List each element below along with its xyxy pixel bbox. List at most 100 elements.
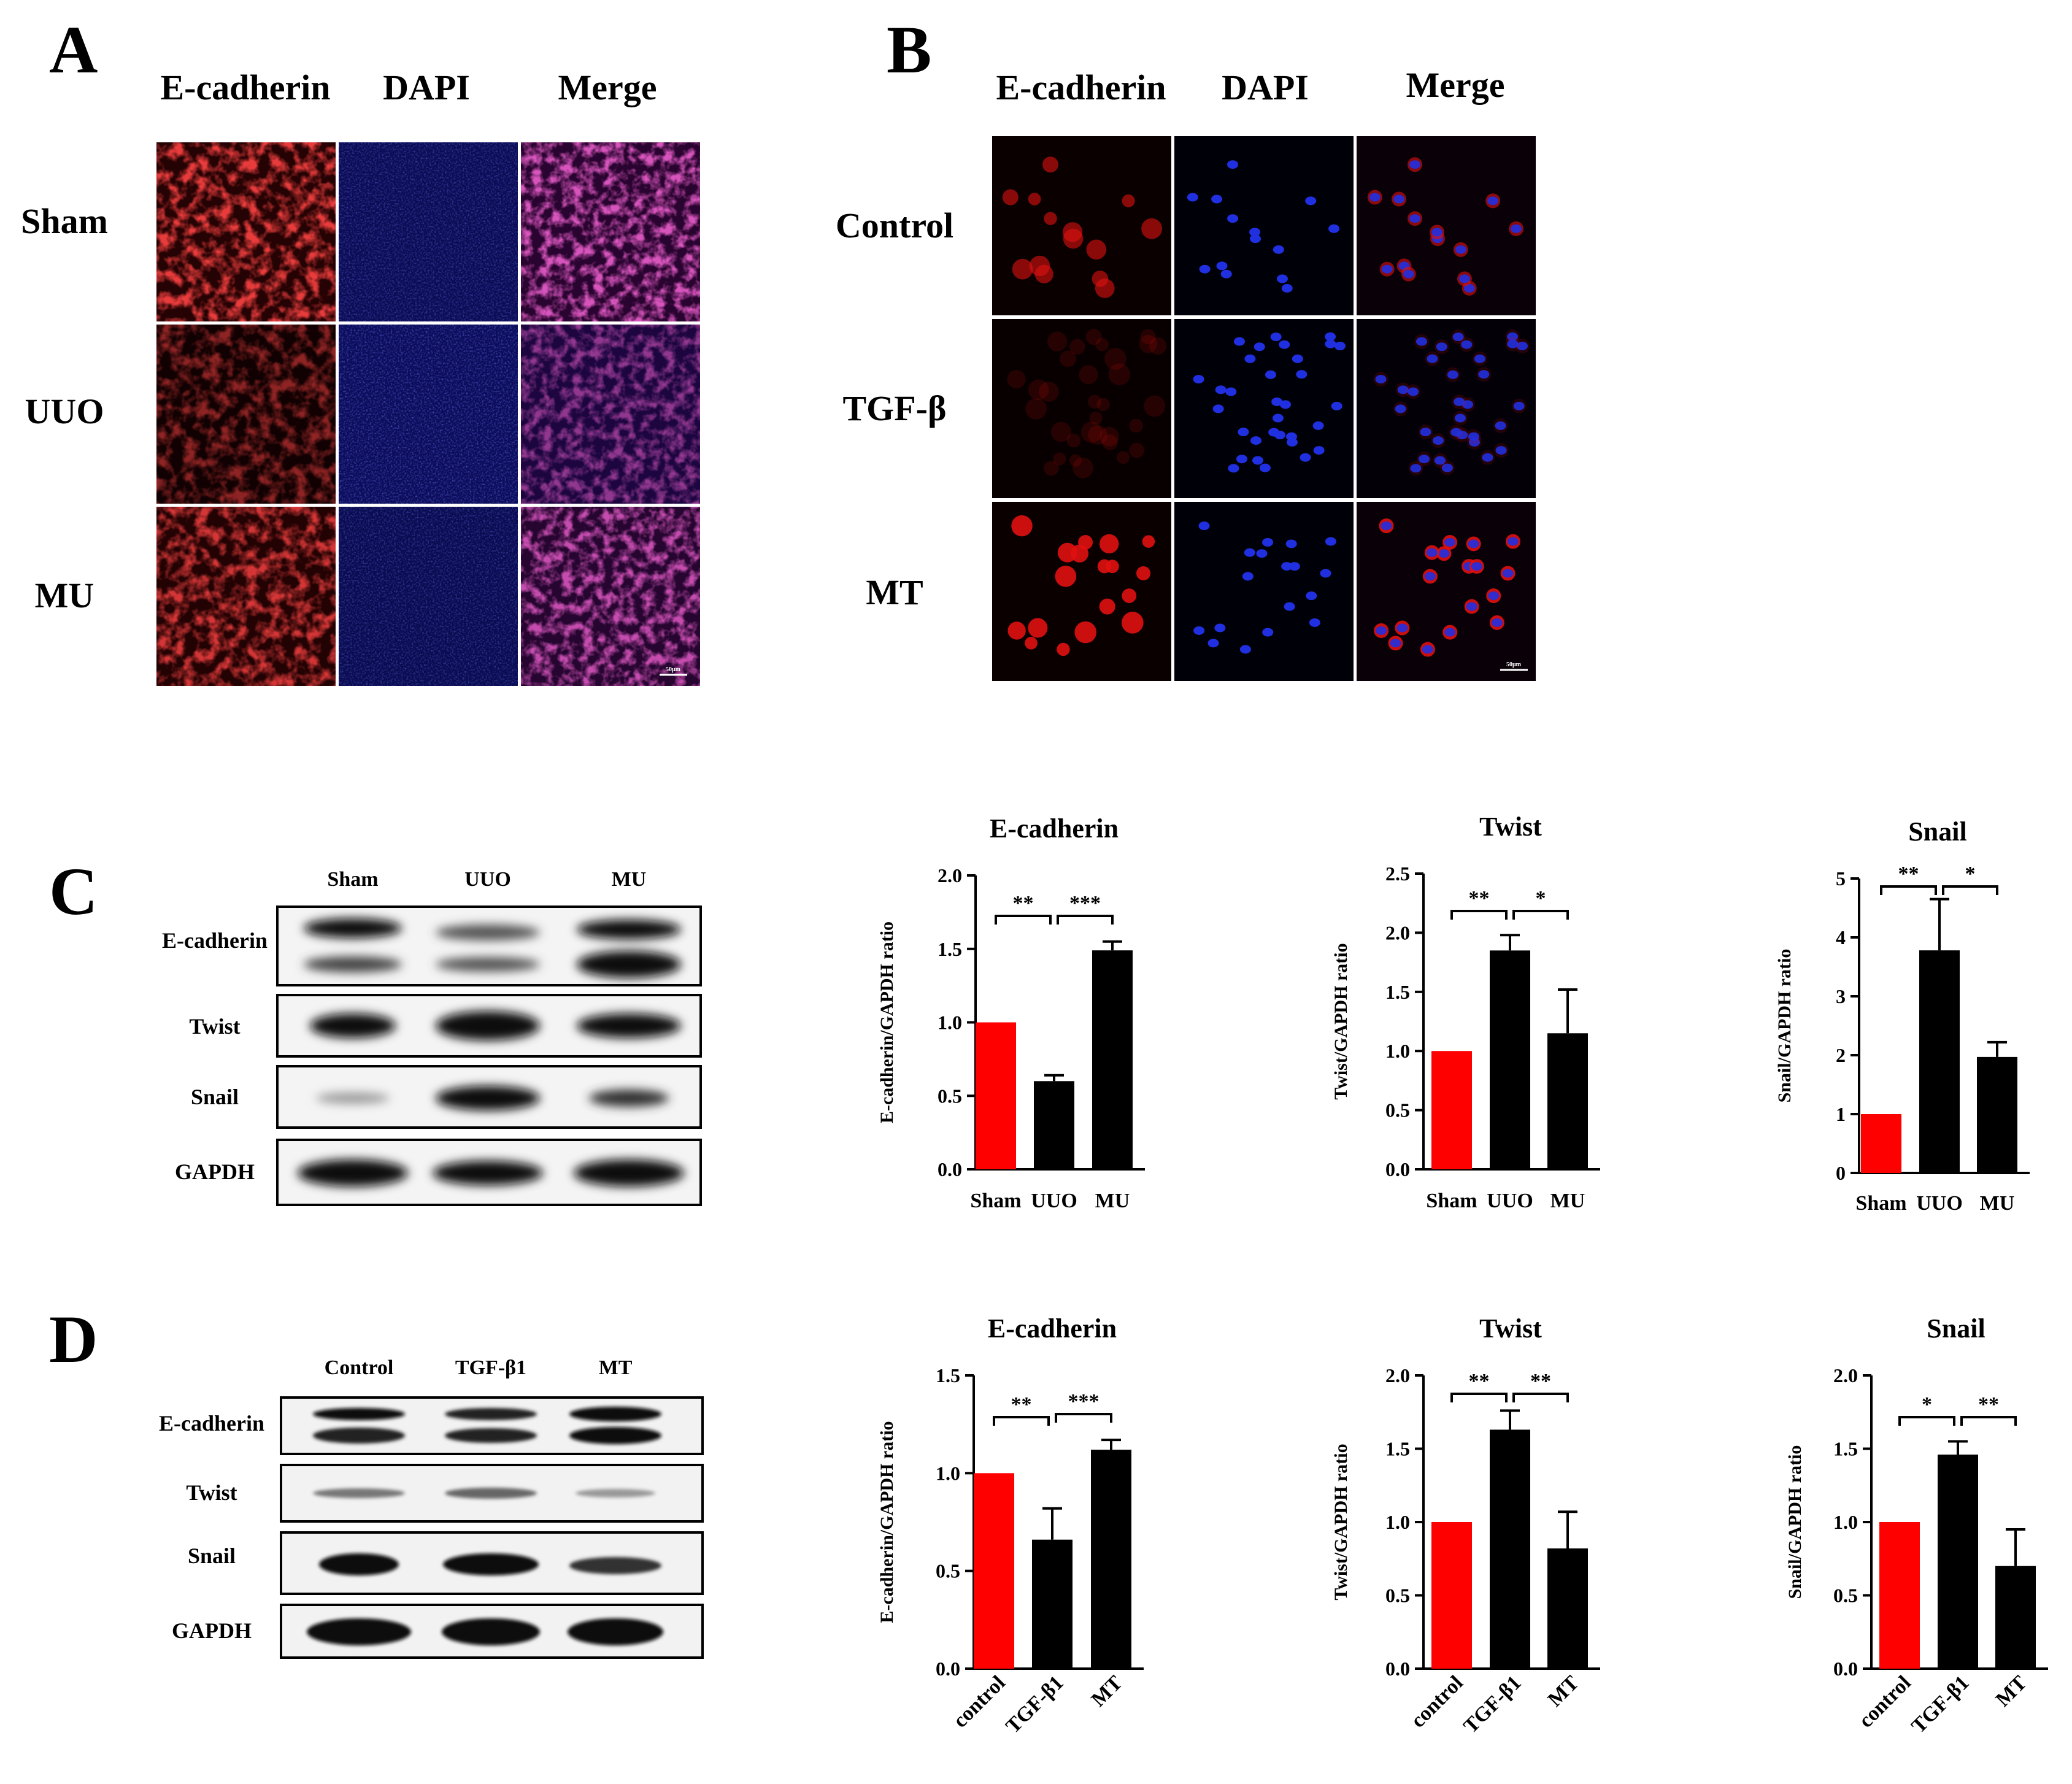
merge-nucleus [1433,436,1444,445]
img-b-tgfb-ecad [992,319,1171,498]
bar-mt [1547,1548,1588,1669]
dapi-nucleus [1325,339,1336,348]
panel-b-row-tgfb: TGF-β [842,388,946,428]
ecad-cell [1087,394,1102,409]
significance-label: ** [1898,863,1919,885]
dapi-nucleus [1285,432,1297,441]
ecad-cell [1122,588,1137,604]
ecad-cell [1034,264,1053,283]
dapi-nucleus [1312,421,1324,430]
panel-b-row-mt: MT [866,572,923,612]
panel-c-western-blot: Sham UUO MU E-cadherin Twist Snail GAPDH [162,868,702,1206]
ecad-cell [1053,452,1066,466]
ecad-cell [1117,451,1130,464]
dapi-nucleus [1227,214,1239,223]
dapi-nucleus [1265,370,1276,379]
merge-nucleus [1424,572,1436,581]
dapi-nucleus [1281,283,1293,293]
blot-d-col-tgfb1: TGF-β1 [455,1356,526,1379]
dapi-nucleus [1193,375,1204,384]
significance-bracket [1450,910,1508,920]
dapi-nucleus [1300,453,1311,462]
bar-uuo [1490,950,1530,1169]
blot-d-col-mt: MT [599,1356,633,1379]
dapi-nucleus [1212,404,1224,413]
panel-b-col-merge: Merge [1406,65,1505,105]
dapi-nucleus [1193,626,1205,635]
ecad-cell [1129,418,1143,433]
significance-bracket [1898,1416,1955,1426]
y-tick-label: 0.0 [938,1158,962,1180]
significance-label: ** [1469,1370,1490,1393]
y-tick-label: 1.5 [938,938,962,960]
merge-nucleus [1396,623,1408,632]
merge-nucleus [1462,400,1474,409]
panel-letter-b: B [887,12,931,87]
dapi-nucleus [1239,645,1251,654]
blot-c-col-mu: MU [612,868,647,891]
blot-c-col-uuo: UUO [464,868,511,891]
y-tick-label: 0.5 [1385,1099,1410,1121]
merge-nucleus [1502,569,1514,578]
blot-d-ecad-strip [280,1396,704,1455]
merge-nucleus [1420,428,1431,437]
y-tick-label: 0.5 [1833,1585,1858,1607]
img-b-mt-dapi [1174,502,1354,681]
bar-charts: E-cadherin 0.0 0.5 1.0 1.5 2.0 E-cadherin/GAPD… [877,812,2048,1738]
ecad-cell [1139,334,1158,353]
merge-nucleus [1454,397,1465,406]
scale-bar-a-label: 50μm [666,666,681,673]
dapi-nucleus [1334,341,1346,350]
panel-a-col-ecadherin: E-cadherin [160,67,330,107]
y-axis-label: Snail/GAPDH ratio [1774,949,1795,1103]
significance-label: ** [1013,892,1034,915]
y-tick-label: 0.0 [1833,1658,1858,1680]
dapi-nucleus [1259,463,1271,472]
panel-a-col-dapi: DAPI [383,67,470,107]
y-tick-label: 0.5 [1385,1585,1410,1607]
bar-sham [1861,1114,1901,1173]
dapi-nucleus [1199,264,1211,274]
merge-nucleus [1418,455,1430,464]
bar-mt [1995,1566,2036,1669]
significance-bracket [993,1416,1050,1426]
merge-nucleus [1441,463,1453,472]
ecad-cell [1085,329,1102,345]
blot-d-row-gapdh: GAPDH [172,1618,252,1643]
merge-nucleus [1454,413,1466,423]
y-tick-label: 1.5 [1385,981,1410,1003]
ecad-cell [1092,271,1109,287]
panel-letter-a: A [49,12,98,87]
dapi-nucleus [1198,521,1210,531]
bar-sham [1431,1051,1472,1169]
merge-nucleus [1461,340,1473,349]
bar-sham [976,1022,1016,1169]
dapi-nucleus [1271,397,1283,406]
bar-uuo [1034,1081,1074,1169]
ecad-cell [1038,382,1059,402]
significance-label: *** [1068,1390,1100,1413]
dapi-nucleus [1238,428,1249,437]
panel-a-microscopy: E-cadherin DAPI Merge Sham UUO MU 50μm [21,67,700,686]
dapi-nucleus [1281,562,1293,571]
merge-nucleus [1393,194,1405,204]
merge-nucleus [1410,464,1422,473]
merge-nucleus [1409,214,1421,223]
dapi-nucleus [1256,549,1268,558]
significance-bracket [1512,1393,1569,1402]
dapi-nucleus [1272,413,1284,423]
ecad-cell [1136,566,1151,581]
y-tick-label: 1.5 [1833,1438,1858,1460]
significance-bracket [1055,1413,1112,1423]
y-axis-label: Twist/GAPDH ratio [1331,1444,1351,1600]
ecad-cell [1079,365,1098,385]
y-tick-label: 1 [1836,1103,1846,1125]
merge-nucleus [1434,456,1446,465]
ecad-cell [1044,461,1059,476]
category-label: control [949,1671,1009,1732]
blot-c-row-twist: Twist [189,1014,240,1039]
category-label: Sham [970,1190,1021,1212]
bar-mu [1547,1033,1588,1169]
bar-mt [1091,1450,1131,1669]
